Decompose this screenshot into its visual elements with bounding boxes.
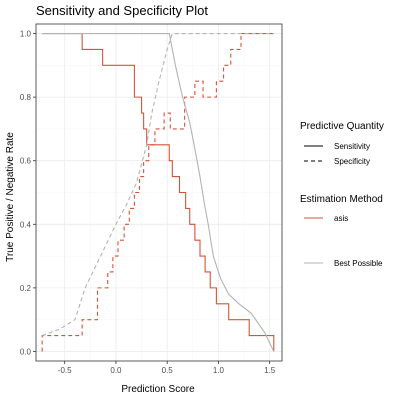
x-tick-label: 1.5 (264, 366, 276, 375)
legend: Predictive Quantity Sensitivity Specific… (300, 121, 384, 268)
x-axis-title: Prediction Score (121, 384, 195, 395)
legend-label-sensitivity: Sensitivity (334, 142, 370, 151)
y-tick-label: 0.6 (20, 157, 32, 166)
legend-title-quantity: Predictive Quantity (300, 121, 384, 132)
y-tick-label: 0.4 (20, 220, 32, 229)
y-tick-label: 0.8 (20, 93, 32, 102)
y-axis-title: True Positive / Negative Rate (5, 132, 16, 262)
y-tick-label: 0.2 (20, 284, 32, 293)
x-tick-label: 1.0 (213, 366, 225, 375)
x-tick-label: -0.5 (58, 366, 72, 375)
axis-ticks: -0.5 0.0 0.5 1.0 1.5 0.0 0.2 0.4 0.6 0.8 1.0 (20, 30, 276, 375)
legend-label-best-possible: Best Possible (334, 259, 383, 268)
legend-label-specificity: Specificity (334, 157, 370, 166)
chart-title: Sensitivity and Specificity Plot (36, 3, 208, 18)
y-tick-label: 1.0 (20, 30, 32, 39)
x-tick-label: 0.5 (162, 366, 174, 375)
grid (36, 24, 282, 361)
legend-title-method: Estimation Method (300, 194, 383, 205)
x-tick-label: 0.0 (110, 366, 122, 375)
y-tick-label: 0.0 (20, 347, 32, 356)
legend-label-asis: asis (334, 214, 348, 223)
series-best-possible-specificity (42, 34, 274, 336)
